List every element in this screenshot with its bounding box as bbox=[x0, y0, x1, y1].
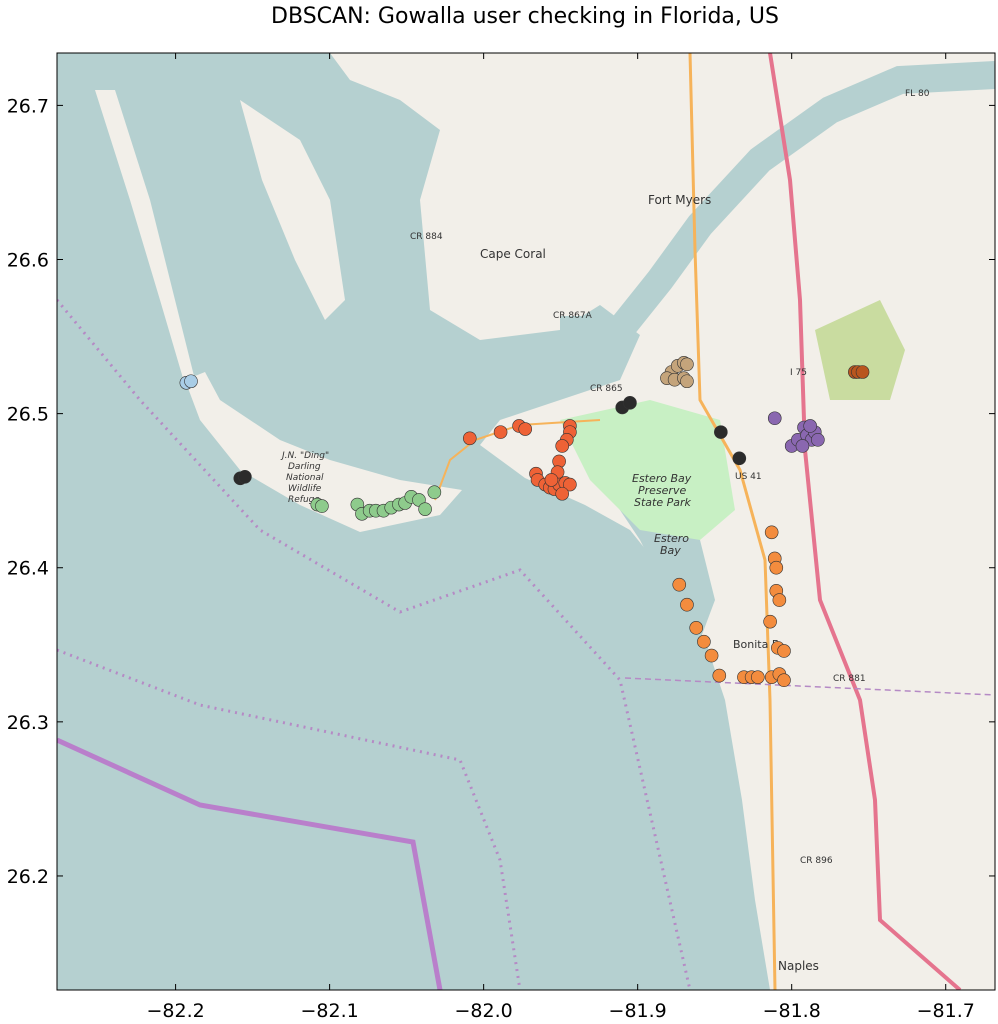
map-label: Preserve bbox=[638, 484, 686, 497]
data-point bbox=[712, 668, 727, 683]
map-label: Estero bbox=[654, 532, 689, 545]
data-point bbox=[732, 451, 747, 466]
data-point bbox=[855, 365, 870, 379]
i75-road bbox=[768, 53, 962, 990]
x-tick-label: −82.2 bbox=[146, 1000, 204, 1022]
estero-bay-preserve bbox=[560, 400, 735, 540]
map-label: Refuge bbox=[288, 495, 320, 505]
x-tick-label: −81.8 bbox=[763, 1000, 821, 1022]
data-point bbox=[772, 593, 787, 607]
boundary-dotted-1 bbox=[57, 299, 692, 990]
plot-frame bbox=[56, 52, 996, 991]
map-label: Fort Myers bbox=[648, 193, 711, 207]
data-point bbox=[697, 634, 711, 649]
data-point bbox=[680, 374, 694, 389]
data-point bbox=[238, 470, 252, 484]
data-point bbox=[751, 670, 765, 684]
data-point bbox=[714, 425, 728, 439]
road-label: CR 896 bbox=[800, 856, 833, 866]
data-point bbox=[555, 486, 569, 501]
data-point bbox=[769, 560, 784, 575]
y-tick-label: 26.7 bbox=[7, 95, 49, 117]
sanibel bbox=[185, 372, 462, 532]
data-point bbox=[563, 477, 577, 492]
data-point bbox=[680, 357, 694, 372]
data-point bbox=[777, 673, 791, 688]
y-tick-label: 26.3 bbox=[7, 712, 49, 734]
data-point bbox=[672, 577, 687, 592]
data-point bbox=[777, 644, 791, 658]
x-tick-label: −82.1 bbox=[301, 1000, 359, 1022]
pine-island bbox=[240, 100, 345, 320]
data-point bbox=[493, 425, 508, 439]
data-point bbox=[555, 439, 569, 453]
data-point bbox=[623, 396, 637, 410]
data-point bbox=[544, 473, 559, 487]
map-label: Wildlife bbox=[288, 484, 322, 494]
data-point bbox=[315, 499, 329, 513]
x-tick-label: −81.9 bbox=[609, 1000, 667, 1022]
map-label: National bbox=[286, 473, 324, 483]
road-label: CR 884 bbox=[410, 232, 443, 242]
y-tick-label: 26.6 bbox=[7, 250, 49, 272]
road-label: FL 80 bbox=[905, 89, 930, 99]
x-tick-label: −82.0 bbox=[455, 1000, 513, 1022]
data-point bbox=[811, 433, 825, 447]
map-label: Naples bbox=[778, 959, 819, 973]
data-point bbox=[763, 614, 777, 629]
y-axis: 26.2 26.3 26.4 26.5 26.6 26.7 bbox=[7, 95, 995, 888]
caloosahatchee-river bbox=[560, 61, 995, 344]
x-axis: −82.2 −82.1 −82.0 −81.9 −81.8 −81.7 bbox=[146, 53, 975, 1022]
data-point bbox=[462, 431, 477, 446]
road-label: I 75 bbox=[790, 368, 807, 378]
data-point bbox=[427, 485, 442, 500]
data-point bbox=[764, 525, 779, 540]
map-label: Estero Bay bbox=[632, 472, 692, 485]
road-label: US 41 bbox=[735, 472, 762, 482]
map-label: J.N. "Ding" bbox=[280, 451, 329, 461]
scatter-points bbox=[179, 355, 870, 688]
data-point bbox=[518, 422, 533, 436]
data-point bbox=[184, 374, 198, 389]
road-label: CR 881 bbox=[833, 674, 866, 684]
road-label: CR 867A bbox=[553, 311, 593, 321]
data-point bbox=[689, 621, 703, 635]
county-line bbox=[624, 677, 995, 696]
map-label: Bonita B bbox=[733, 638, 779, 651]
y-tick-label: 26.4 bbox=[7, 558, 49, 580]
data-point bbox=[418, 502, 432, 516]
chart-title: DBSCAN: Gowalla user checking in Florida… bbox=[271, 4, 779, 29]
y-tick-label: 26.2 bbox=[7, 866, 49, 888]
basemap: Cape Coral Fort Myers Naples Bonita B Es… bbox=[57, 53, 995, 990]
map-label: Bay bbox=[660, 544, 681, 557]
y-tick-label: 26.5 bbox=[7, 404, 49, 426]
x-tick-label: −81.7 bbox=[917, 1000, 975, 1022]
data-point bbox=[704, 648, 719, 663]
boundary-thick bbox=[57, 737, 443, 990]
map-label: State Park bbox=[634, 496, 692, 509]
data-point bbox=[767, 411, 782, 426]
data-point bbox=[680, 597, 694, 612]
us41-road bbox=[688, 53, 777, 990]
map-label: Darling bbox=[288, 462, 321, 472]
road-label: CR 865 bbox=[590, 384, 623, 394]
airport bbox=[815, 300, 905, 400]
captiva bbox=[95, 90, 195, 385]
data-point bbox=[795, 439, 810, 453]
data-point bbox=[803, 419, 817, 433]
map-label: Cape Coral bbox=[480, 247, 546, 261]
